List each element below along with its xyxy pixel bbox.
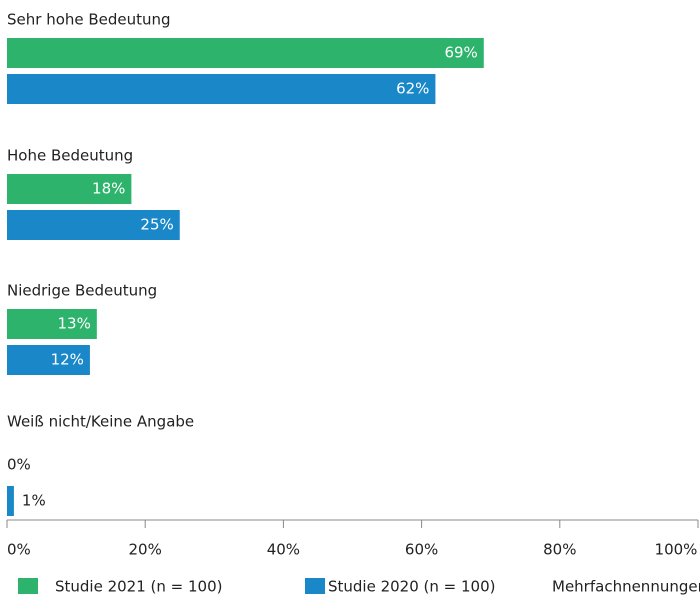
value-label: 12%	[51, 351, 84, 369]
category-label: Sehr hohe Bedeutung	[7, 11, 171, 29]
bar	[7, 210, 180, 240]
bar	[7, 486, 14, 516]
x-tick-label: 0%	[7, 541, 31, 559]
legend-label: Studie 2020 (n = 100)	[328, 578, 495, 596]
x-tick-label: 60%	[405, 541, 438, 559]
value-label: 13%	[57, 315, 90, 333]
x-tick-label: 40%	[267, 541, 300, 559]
bar	[7, 345, 90, 375]
category-label: Weiß nicht/Keine Angabe	[7, 413, 194, 431]
value-label: 1%	[22, 492, 46, 510]
value-label: 25%	[140, 216, 173, 234]
category-label: Hohe Bedeutung	[7, 147, 133, 165]
value-label: 69%	[444, 44, 477, 62]
x-tick-label: 20%	[129, 541, 162, 559]
legend-swatch	[18, 578, 38, 594]
bar	[7, 174, 132, 204]
legend-label: Studie 2021 (n = 100)	[55, 578, 222, 596]
bar	[7, 74, 436, 104]
value-label: 18%	[92, 180, 125, 198]
legend-swatch	[305, 578, 325, 594]
value-label: 0%	[7, 456, 31, 474]
note: Mehrfachnennungen möglich	[552, 578, 700, 596]
x-tick-label: 80%	[543, 541, 576, 559]
value-label: 62%	[396, 80, 429, 98]
x-tick-label: 100%	[655, 541, 698, 559]
bar	[7, 38, 484, 68]
category-label: Niedrige Bedeutung	[7, 282, 157, 300]
bar	[7, 309, 97, 339]
